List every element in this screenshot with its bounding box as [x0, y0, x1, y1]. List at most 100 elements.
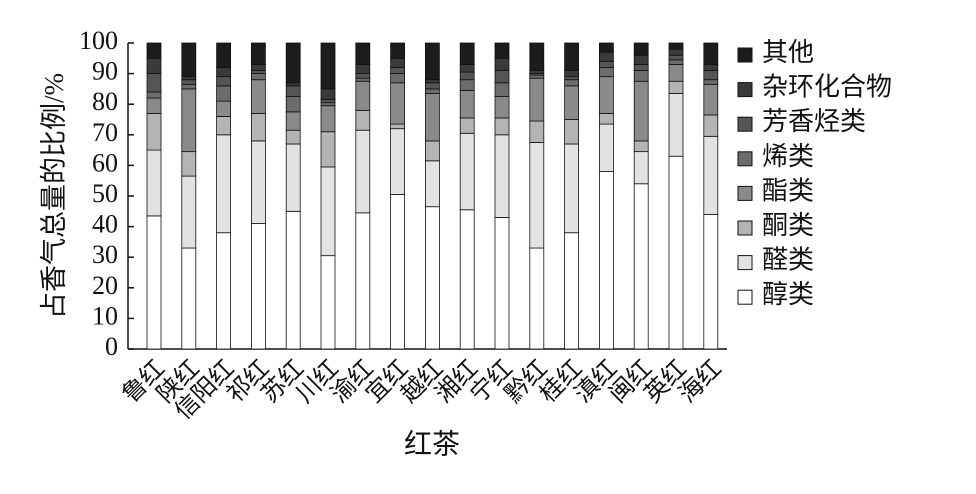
- bar-segment: [146, 215, 162, 350]
- bar-segment: [355, 64, 371, 74]
- bar-segment: [181, 151, 197, 177]
- bar-segment: [564, 143, 579, 234]
- bar-segment: [216, 116, 232, 136]
- bar-segment: [390, 82, 406, 125]
- bar-segment: [181, 79, 197, 85]
- bar-segment: [633, 42, 649, 56]
- legend-label: 烯类: [762, 142, 814, 171]
- y-tick-label: 10: [92, 301, 118, 330]
- bar-segment: [285, 111, 301, 131]
- bar-segment: [564, 232, 579, 350]
- bar-segment: [529, 74, 545, 79]
- bar-segment: [390, 123, 406, 130]
- y-tick-label: 40: [92, 210, 118, 239]
- bar-segment: [564, 119, 579, 145]
- bar-segment: [181, 88, 197, 153]
- bar-segment: [216, 67, 232, 78]
- bar-segment: [529, 70, 545, 75]
- bar-segment: [459, 90, 475, 119]
- legend-label: 醇类: [762, 280, 814, 309]
- bar-segment: [320, 102, 336, 107]
- bar-segment: [250, 223, 266, 350]
- bar-segment: [250, 112, 266, 142]
- bar-segment: [668, 59, 684, 65]
- bar-segment: [250, 140, 266, 224]
- legend-label: 杂环化合物: [762, 73, 892, 102]
- bar-segment: [599, 42, 614, 53]
- bar-segment: [320, 255, 336, 350]
- bar-segment: [250, 42, 266, 65]
- y-tick-label: 30: [92, 240, 118, 269]
- bar-segment: [285, 42, 301, 84]
- bar-segment: [390, 194, 406, 350]
- bar-segment: [459, 132, 475, 211]
- bar-segment: [146, 91, 162, 99]
- legend-swatch: [737, 255, 753, 271]
- bar-segment: [181, 42, 197, 78]
- bar-segment: [529, 77, 545, 122]
- bar-segment: [633, 64, 649, 71]
- bar-segment: [564, 42, 579, 71]
- bar-segment: [633, 140, 649, 153]
- y-tick-label: 20: [92, 271, 118, 300]
- bar-segment: [320, 166, 336, 257]
- bar-segment: [181, 83, 197, 90]
- bar-segment: [633, 183, 649, 350]
- bar-segment: [668, 64, 684, 82]
- bar-segment: [424, 82, 440, 90]
- bar-segment: [424, 42, 440, 81]
- bar-segment: [146, 57, 162, 74]
- bar-segment: [250, 64, 266, 71]
- bar-segment: [216, 100, 232, 117]
- bar-segment: [459, 209, 475, 350]
- legend-swatch: [737, 116, 753, 132]
- bar-segment: [216, 85, 232, 102]
- bar-segment: [668, 54, 684, 61]
- y-tick-label: 90: [92, 57, 118, 86]
- bar-segment: [703, 70, 719, 81]
- bar-segment: [668, 155, 684, 350]
- bar-segment: [181, 247, 197, 350]
- y-axis-title: 占香气总量的比例/%: [39, 73, 69, 319]
- x-axis-title: 红茶: [404, 428, 460, 460]
- bar-segment: [285, 129, 301, 145]
- bar-segment: [390, 73, 406, 84]
- legend-label: 芳香烃类: [762, 107, 866, 136]
- bar-segment: [494, 217, 510, 350]
- bar-segment: [494, 57, 510, 71]
- legend-label: 酯类: [762, 176, 814, 205]
- x-tick-label: 海红: [674, 355, 727, 408]
- bar-segment: [668, 80, 684, 94]
- bar-segment: [633, 70, 649, 82]
- bar-segment: [146, 73, 162, 93]
- bar-segment: [285, 210, 301, 350]
- bar-segment: [599, 60, 614, 68]
- legend-swatch: [737, 47, 753, 63]
- bar-segment: [599, 76, 614, 114]
- bar-segment: [564, 76, 579, 81]
- bar-segment: [320, 88, 336, 101]
- bar-segment: [355, 73, 371, 79]
- bar-segment: [703, 79, 719, 85]
- bar-segment: [216, 134, 232, 234]
- bar-segment: [668, 93, 684, 157]
- bar-segment: [424, 93, 440, 142]
- legend-label: 酮类: [762, 211, 814, 240]
- bar-segment: [390, 128, 406, 195]
- bar-segment: [285, 85, 301, 97]
- bar-segment: [146, 42, 162, 59]
- bar-segment: [146, 112, 162, 151]
- bar-segment: [355, 212, 371, 350]
- legend-swatch: [737, 82, 753, 98]
- bar-segment: [424, 160, 440, 208]
- legend-label: 其他: [762, 38, 814, 67]
- bar-segment: [459, 117, 475, 134]
- bar-segment: [355, 109, 371, 131]
- bar-segment: [703, 42, 719, 65]
- bar-segment: [494, 82, 510, 97]
- bar-segment: [564, 79, 579, 87]
- bar-segment: [564, 85, 579, 120]
- bar-segment: [216, 76, 232, 87]
- bar-segment: [599, 123, 614, 172]
